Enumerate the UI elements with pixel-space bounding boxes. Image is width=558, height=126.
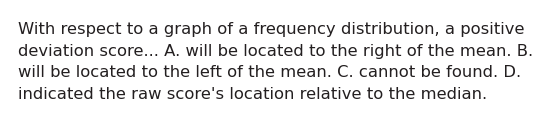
Text: With respect to a graph of a frequency distribution, a positive
deviation score.: With respect to a graph of a frequency d… — [18, 22, 533, 102]
